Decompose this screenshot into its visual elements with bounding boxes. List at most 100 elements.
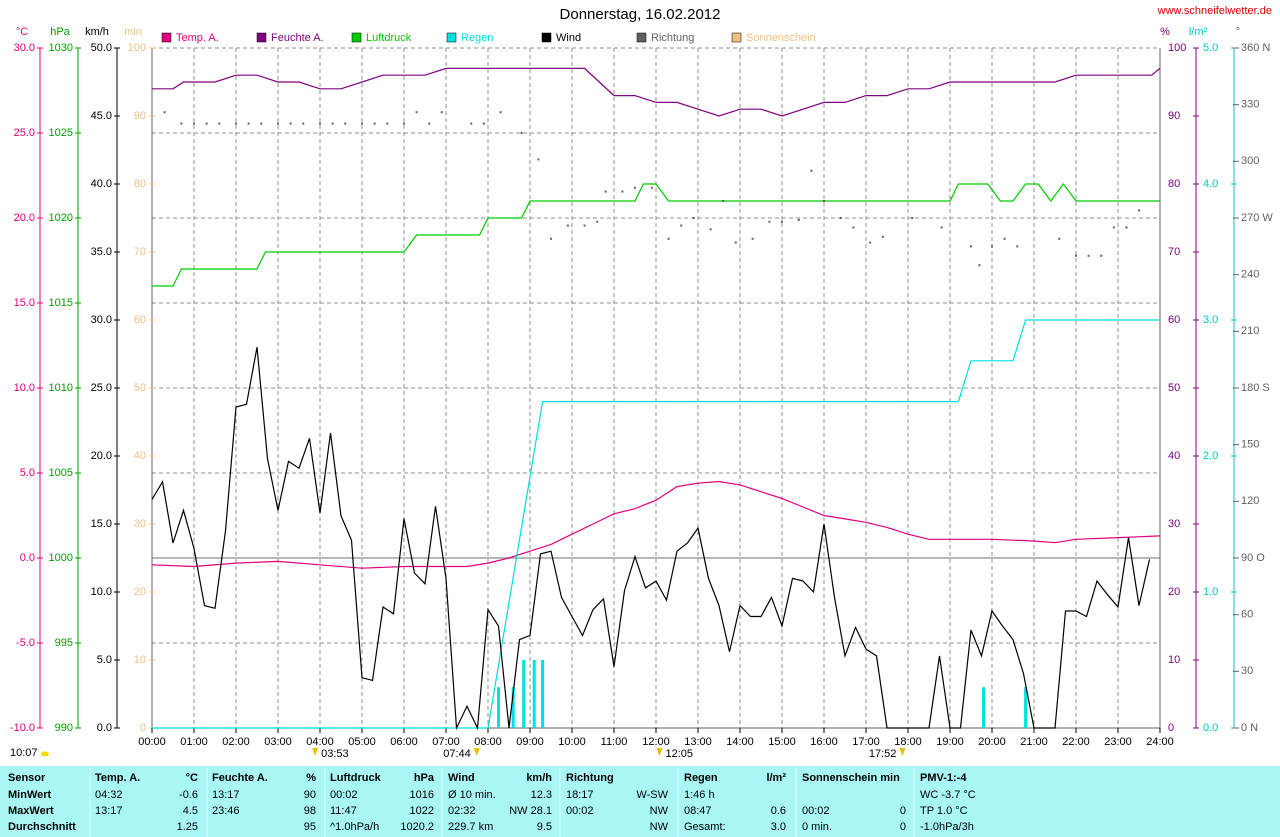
table-cell: Luftdruck — [330, 772, 382, 784]
table-cell: Regen — [684, 772, 718, 784]
y-tick-label: 15.0 — [14, 297, 35, 309]
annotation-label: 03:53 — [321, 748, 349, 760]
rain-bar — [1024, 687, 1028, 728]
direction-dot — [302, 122, 305, 125]
y-tick-label: 5.0 — [97, 654, 112, 666]
table-cell: TP 1.0 °C — [920, 805, 968, 817]
table-cell: MaxWert — [8, 805, 54, 817]
direction-dot — [781, 220, 783, 223]
x-tick-label: 13:00 — [684, 736, 712, 748]
y-tick-label: 30.0 — [91, 314, 112, 326]
table-cell: 04:32 — [95, 789, 123, 801]
rain-bar — [522, 660, 526, 728]
y-tick-label: 30.0 — [14, 42, 35, 54]
x-tick-label: 17:00 — [852, 736, 880, 748]
y-tick-label: 10 — [1168, 654, 1180, 666]
direction-dot — [386, 122, 389, 125]
axis-unit: hPa — [50, 26, 70, 38]
y-tick-label: 40 — [134, 450, 146, 462]
table-cell: 98 — [304, 805, 316, 817]
direction-dot — [852, 226, 855, 229]
axis-unit: km/h — [85, 26, 109, 38]
legend-swatch — [541, 32, 552, 43]
direction-dot — [277, 122, 279, 125]
annotation-label: 07:44 — [443, 748, 471, 760]
y-tick-label: 0.0 — [1203, 722, 1218, 734]
direction-dot — [235, 122, 237, 125]
table-cell: 13:17 — [95, 805, 123, 817]
table-cell: Wind — [448, 772, 475, 784]
direction-dot — [537, 158, 540, 161]
direction-dot — [621, 190, 624, 193]
table-cell: W-SW — [636, 789, 668, 801]
direction-dot — [520, 132, 523, 134]
y-tick-label: 330 — [1241, 99, 1259, 111]
table-cell: Sonnenschein min — [802, 772, 900, 784]
direction-dot — [218, 122, 221, 125]
direction-dot — [499, 111, 502, 114]
table-cell: 23:46 — [212, 805, 240, 817]
table-cell: 90 — [304, 789, 316, 801]
annotation-marker — [656, 748, 663, 756]
direction-dot — [810, 169, 813, 172]
y-tick-label: 40.0 — [91, 178, 112, 190]
x-tick-label: 08:00 — [474, 736, 502, 748]
table-cell: 08:47 — [684, 805, 712, 817]
rain-bar — [532, 660, 536, 728]
direction-dot — [331, 122, 334, 125]
y-tick-label: 5.0 — [20, 467, 35, 479]
direction-dot — [839, 217, 842, 219]
table-cell: PMV-1:-4 — [920, 772, 967, 784]
y-tick-label: 995 — [55, 637, 73, 649]
table-cell: 12.3 — [531, 789, 552, 801]
x-tick-label: 18:00 — [894, 736, 922, 748]
y-tick-label: 20 — [134, 586, 146, 598]
direction-dot — [415, 111, 418, 114]
table-cell: 00:02 — [566, 805, 594, 817]
y-tick-label: 1020 — [49, 212, 73, 224]
table-cell: NW 28.1 — [509, 805, 552, 817]
y-tick-label: 20.0 — [91, 450, 112, 462]
table-cell: Feuchte A. — [212, 772, 268, 784]
x-tick-label: 02:00 — [222, 736, 250, 748]
table-cell: 11:47 — [330, 805, 357, 817]
direction-dot — [734, 241, 737, 244]
direction-dot — [1100, 254, 1103, 257]
x-tick-label: 05:00 — [348, 736, 376, 748]
annotation-marker — [312, 748, 319, 756]
y-tick-label: 1025 — [49, 127, 73, 139]
y-tick-label: 990 — [55, 722, 73, 734]
direction-dot — [1016, 245, 1019, 248]
x-tick-label: 11:00 — [601, 736, 628, 748]
direction-dot — [403, 122, 405, 125]
x-tick-label: 01:00 — [180, 736, 208, 748]
y-tick-label: 100 — [1168, 42, 1186, 54]
update-time: 10:07 — [10, 747, 38, 759]
y-tick-label: 1.0 — [1203, 586, 1218, 598]
legend-swatch — [351, 32, 362, 43]
y-tick-label: 90 O — [1241, 552, 1265, 564]
direction-dot — [869, 241, 872, 244]
table-cell: 229.7 km — [448, 821, 493, 833]
series-line — [151, 480, 1161, 569]
y-tick-label: 50.0 — [91, 42, 112, 54]
direction-dot — [1087, 254, 1090, 257]
y-tick-label: 2.0 — [1203, 450, 1218, 462]
direction-dot — [692, 217, 695, 219]
y-tick-label: 0 N — [1241, 722, 1258, 734]
table-cell: 1:46 h — [684, 789, 715, 801]
direction-dot — [550, 237, 552, 240]
direction-dot — [667, 237, 670, 240]
table-cell: 18:17 — [566, 789, 594, 801]
table-cell: 13:17 — [212, 789, 240, 801]
direction-dot — [650, 186, 653, 189]
y-tick-label: 90 — [134, 110, 146, 122]
rain-bar — [511, 687, 515, 728]
x-tick-label: 20:00 — [978, 736, 1006, 748]
series-line — [152, 67, 1161, 117]
table-cell: 1.25 — [177, 821, 198, 833]
y-tick-label: 360 N — [1241, 42, 1270, 54]
y-tick-label: 70 — [134, 246, 146, 258]
table-cell: hPa — [414, 772, 435, 784]
direction-dot — [970, 245, 972, 248]
